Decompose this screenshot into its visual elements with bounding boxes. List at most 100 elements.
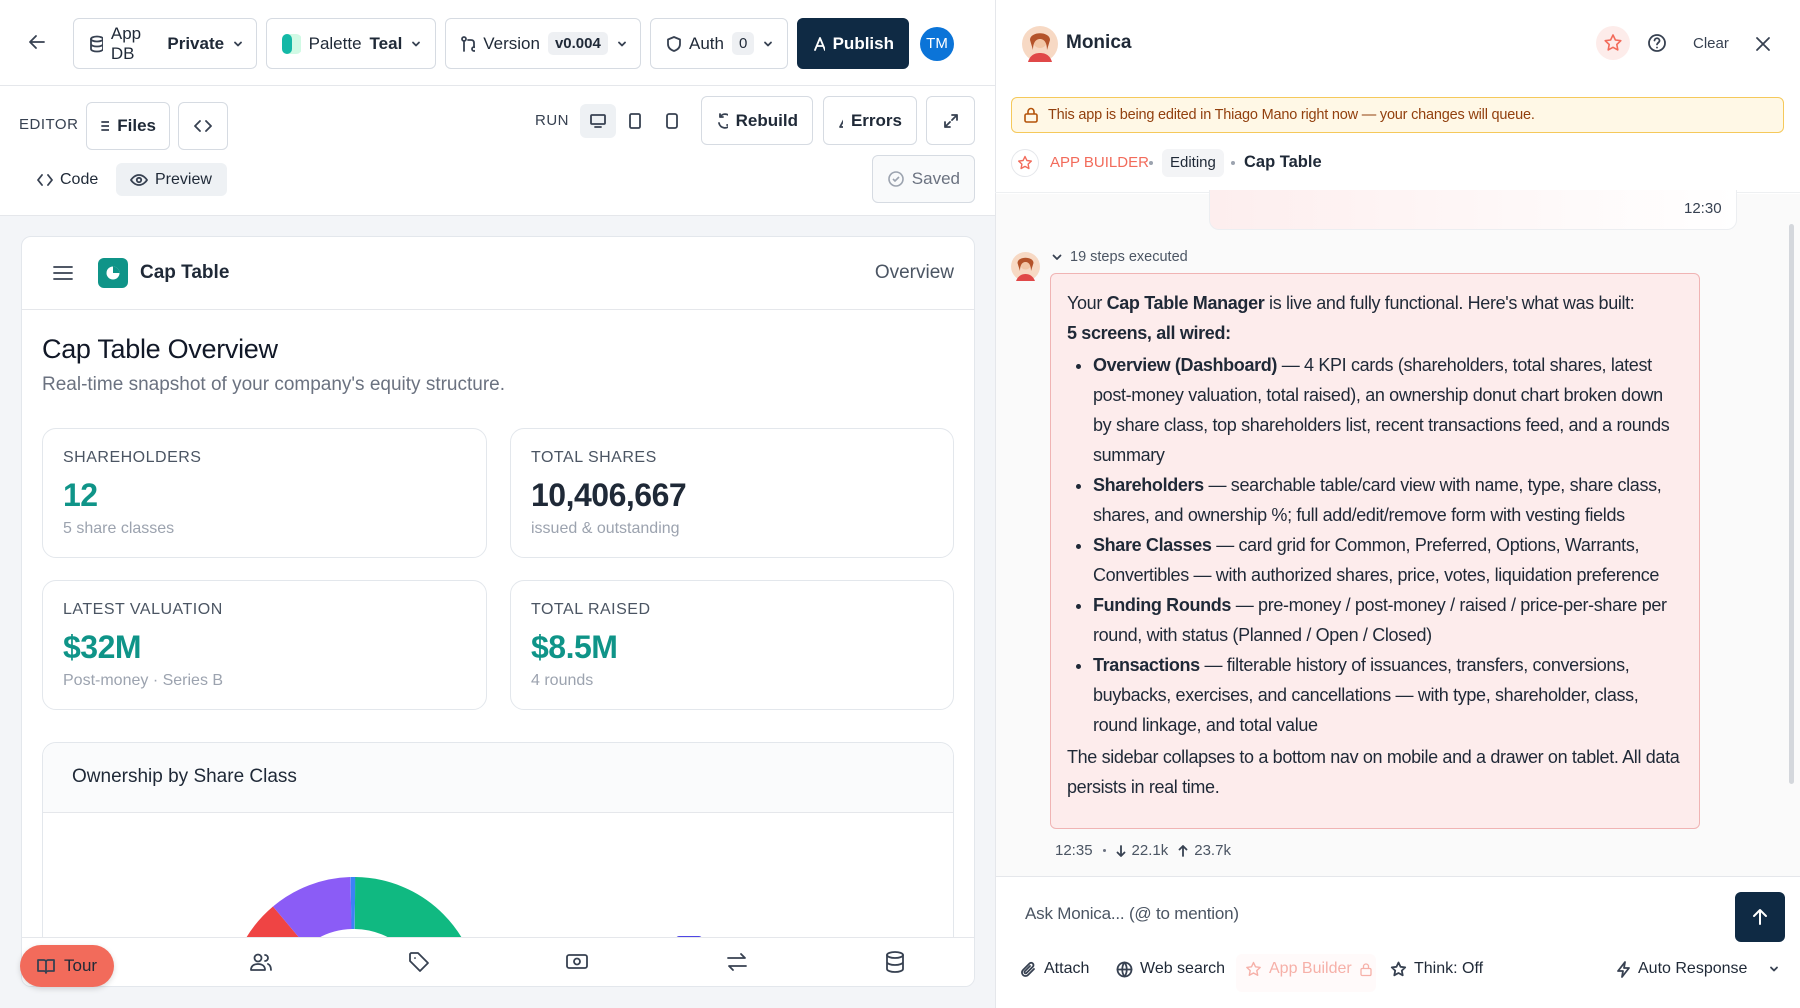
close-button[interactable] — [1754, 35, 1772, 53]
screen-title: Shareholders — [1093, 475, 1204, 495]
kpi-label: TOTAL SHARES — [531, 449, 657, 466]
palette-swatch — [282, 33, 301, 54]
user-message — [1209, 190, 1737, 230]
nav-shareholders[interactable] — [249, 951, 273, 973]
think-toggle[interactable]: Think: Off — [1390, 960, 1483, 978]
composer-divider — [996, 876, 1800, 877]
book-icon — [37, 959, 55, 974]
saved-label: Saved — [911, 169, 960, 188]
expand-button[interactable] — [926, 96, 975, 145]
rebuild-icon — [718, 112, 728, 129]
help-button[interactable] — [1647, 33, 1667, 53]
mode-select[interactable]: Auto Response — [1616, 960, 1780, 978]
intro-text: Your — [1067, 293, 1107, 313]
clear-button[interactable]: Clear — [1693, 35, 1729, 52]
preview-tab-label: Preview — [155, 170, 212, 188]
page-heading: Cap Table Overview — [42, 334, 278, 364]
back-button[interactable] — [27, 32, 47, 52]
tokens-in: 22.1k — [1131, 842, 1169, 859]
chat-input[interactable]: Ask Monica... (@ to mention) — [1025, 904, 1239, 923]
paperclip-icon — [1021, 961, 1035, 977]
kpi-label: LATEST VALUATION — [63, 601, 223, 618]
expand-icon — [943, 113, 958, 128]
tokens-out: 23.7k — [1194, 842, 1231, 859]
db-button[interactable]: App DB Private — [73, 18, 257, 69]
files-button[interactable]: Files — [86, 102, 170, 150]
version-button[interactable]: Version v0.004 — [445, 18, 641, 69]
phone-icon[interactable] — [664, 112, 680, 130]
code-tab[interactable]: Code — [21, 163, 112, 196]
auth-button[interactable]: Auth 0 — [650, 18, 788, 69]
screen-text: — pre-money / post-money / raised / pric… — [1093, 595, 1667, 645]
screen-text: — 4 KPI cards (shareholders, total share… — [1093, 355, 1670, 465]
app-builder-label: App Builder — [1269, 960, 1352, 977]
kpi-card: LATEST VALUATION $32M Post-money · Serie… — [42, 580, 487, 710]
message-summary: 5 screens, all wired: — [1067, 323, 1231, 343]
tablet-icon[interactable] — [627, 112, 643, 130]
screen-item: Shareholders — searchable table/card vie… — [1093, 470, 1685, 530]
run-label: RUN — [535, 112, 569, 129]
db-icon — [90, 35, 103, 52]
favorite-button[interactable] — [1596, 26, 1630, 60]
app-builder-toggle: App Builder — [1245, 960, 1373, 978]
palette-button[interactable]: Palette Teal — [266, 18, 436, 69]
globe-icon — [1116, 961, 1133, 977]
preview-tab[interactable]: Preview — [116, 163, 227, 196]
builder-star — [1018, 155, 1032, 170]
nav-share-classes[interactable] — [408, 951, 430, 973]
kpi-label: TOTAL RAISED — [531, 601, 651, 618]
web-search-label: Web search — [1140, 960, 1226, 977]
separator-dot — [1231, 161, 1235, 165]
menu-icon[interactable] — [52, 263, 74, 283]
web-search-button[interactable]: Web search — [1116, 960, 1225, 978]
chart-title: Ownership by Share Class — [72, 766, 297, 787]
chevron — [764, 41, 773, 46]
separator-dot — [1149, 161, 1153, 165]
nav-rounds[interactable] — [565, 952, 589, 972]
attach-label: Attach — [1044, 960, 1090, 977]
breadcrumb-page: Cap Table — [1244, 153, 1322, 171]
files-icon — [101, 121, 110, 131]
nav-data[interactable] — [884, 950, 906, 974]
auth-value: 0 — [731, 32, 755, 55]
kpi-value: 12 — [63, 477, 98, 513]
screen-text: — filterable history of issuances, trans… — [1093, 655, 1639, 735]
errors-label: Errors — [850, 110, 902, 130]
app-name: Cap Table — [140, 262, 230, 283]
donut-segment — [246, 906, 301, 938]
app-builder-lock — [1360, 962, 1372, 976]
assistant-avatar-small — [1011, 252, 1040, 281]
steps-toggle[interactable] — [1051, 251, 1063, 263]
errors-button[interactable]: Errors — [823, 96, 917, 145]
palette-label: Palette — [308, 33, 362, 53]
page-subheading: Real-time snapshot of your company's equ… — [42, 374, 506, 395]
nav-current[interactable]: Overview — [874, 262, 954, 283]
saved-status: Saved — [872, 155, 975, 203]
kpi-label: SHAREHOLDERS — [63, 449, 202, 466]
editor-label: EDITOR — [19, 116, 79, 133]
code-tab-label: Code — [60, 170, 99, 188]
tour-button[interactable]: Tour — [20, 945, 114, 987]
kpi-note: 5 share classes — [63, 520, 175, 537]
eye-icon — [130, 173, 148, 186]
user-avatar[interactable]: TM — [920, 27, 954, 61]
steps-summary[interactable]: 19 steps executed — [1070, 249, 1188, 265]
palette-value: Teal — [369, 33, 403, 53]
nav-transactions[interactable] — [725, 951, 749, 973]
send-icon — [1753, 909, 1767, 925]
screen-text: — searchable table/card view with name, … — [1093, 475, 1662, 525]
donut-segment — [272, 877, 353, 938]
attach-button[interactable]: Attach — [1020, 960, 1089, 978]
message-closing: The sidebar collapses to a bottom nav on… — [1067, 747, 1680, 797]
tour-label: Tour — [64, 956, 98, 975]
publish-button[interactable]: Publish — [797, 18, 909, 69]
think-label: Think: Off — [1414, 960, 1484, 977]
embed-button[interactable] — [178, 102, 228, 150]
edit-banner — [1011, 97, 1784, 133]
code-icon — [194, 120, 212, 132]
chevron — [234, 41, 242, 46]
rebuild-button[interactable]: Rebuild — [701, 96, 813, 145]
desktop-toggle[interactable] — [580, 104, 616, 138]
message-intro: Your Cap Table Manager is live and fully… — [1067, 288, 1685, 318]
separator-dot — [1102, 849, 1106, 852]
